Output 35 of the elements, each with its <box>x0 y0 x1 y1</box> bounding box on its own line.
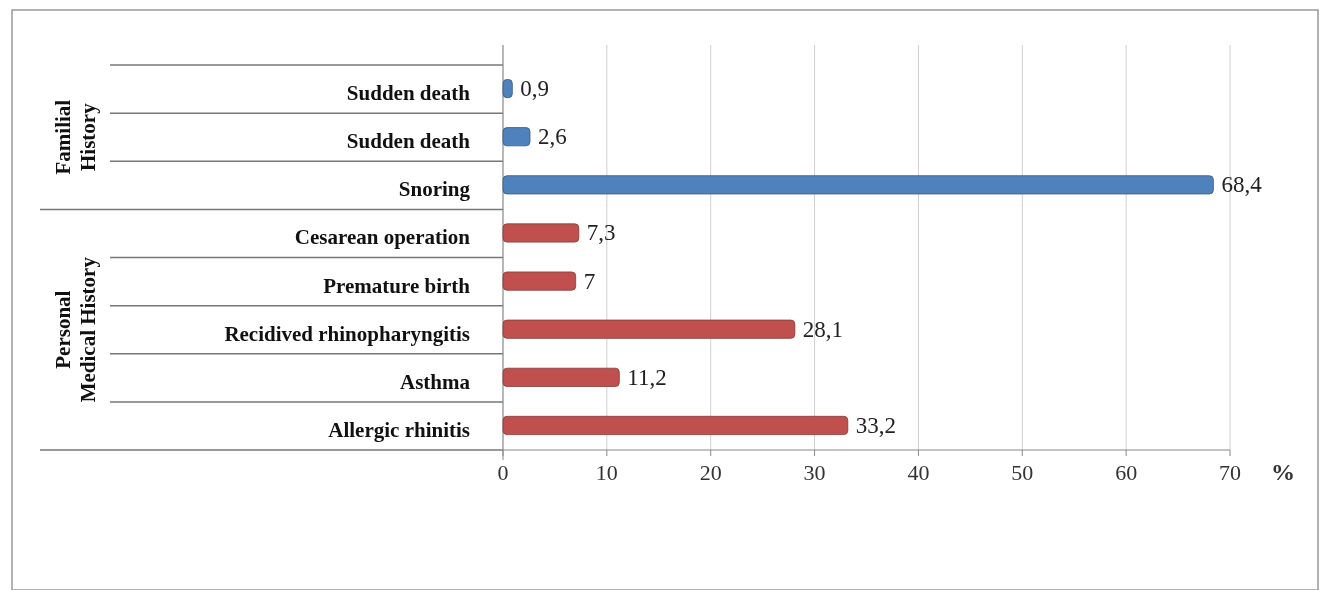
y-tick-label: Asthma <box>399 369 471 394</box>
data-label: 68,4 <box>1221 172 1263 198</box>
y-tick-label: Sudden death <box>346 81 471 106</box>
x-axis-title: % <box>1271 459 1295 485</box>
data-label: 2,6 <box>538 124 567 150</box>
x-tick-label: 10 <box>595 460 618 485</box>
y-tick-label: Snoring <box>398 177 471 202</box>
data-label: 28,1 <box>802 316 844 342</box>
text: Familial History <box>51 99 100 175</box>
x-tick-label: 20 <box>699 460 722 485</box>
bar <box>502 127 531 147</box>
data-label: 33,2 <box>855 412 897 438</box>
x-tick-label: 70 <box>1219 460 1241 485</box>
data-label: 7 <box>583 268 596 294</box>
bar <box>502 415 849 435</box>
bar <box>502 223 580 243</box>
bar <box>502 319 796 339</box>
bar <box>502 79 513 99</box>
x-tick-label: 0 <box>497 460 509 485</box>
y-tick-label: Recidived rhinopharyngitis <box>224 321 470 346</box>
data-label: 11,2 <box>627 364 667 390</box>
x-tick-label: 30 <box>803 460 826 485</box>
y-tick-label: Premature birth <box>323 273 471 298</box>
y-tick-label: Allergic rhinitis <box>328 417 470 442</box>
x-tick-label: 40 <box>907 460 930 485</box>
bar <box>502 175 1214 195</box>
x-tick-label: 60 <box>1115 460 1138 485</box>
bar <box>502 271 577 291</box>
y-tick-label: Cesarean operation <box>294 225 471 250</box>
data-label: 7,3 <box>586 220 616 246</box>
bar <box>502 367 620 387</box>
x-tick-label: 50 <box>1011 460 1034 485</box>
text: Personal Medical History <box>51 256 100 403</box>
y-tick-label: Sudden death <box>346 129 471 154</box>
data-label: 0,9 <box>520 76 550 102</box>
